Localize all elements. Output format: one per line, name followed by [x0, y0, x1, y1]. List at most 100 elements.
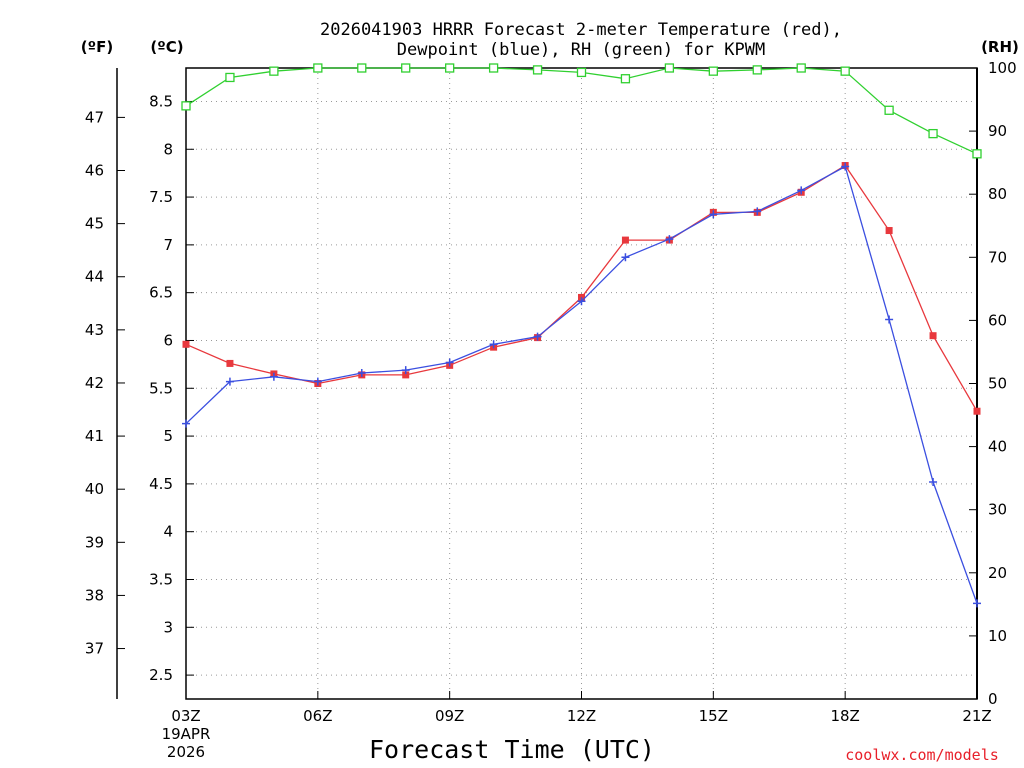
dewpoint-point — [753, 207, 762, 216]
fahrenheit-tick-label: 45 — [85, 215, 104, 233]
grid-lines — [186, 68, 977, 699]
dewpoint-point — [269, 372, 278, 381]
dewpoint-line — [185, 165, 978, 604]
rh-tick-label: 90 — [988, 122, 1007, 140]
fahrenheit-tick-label: 46 — [85, 162, 104, 180]
rh-unit-label: (RH) — [981, 38, 1019, 56]
rh-point — [532, 65, 543, 75]
dewpoint-point — [533, 332, 542, 341]
fahrenheit-tick-label: 44 — [85, 268, 104, 286]
temperature-point — [929, 332, 937, 340]
rh-point — [576, 67, 587, 78]
x-tick-label: 09Z — [435, 707, 464, 725]
x-tick-label: 06Z — [303, 707, 332, 725]
dewpoint-point — [577, 297, 586, 306]
dewpoint-point — [621, 253, 630, 262]
celsius-tick-label: 7.5 — [149, 188, 173, 206]
celsius-tick-label: 2.5 — [149, 666, 173, 684]
dewpoint-point — [665, 235, 674, 244]
rh-tick-label: 100 — [988, 59, 1017, 77]
fahrenheit-tick-label: 42 — [85, 374, 104, 392]
rh-point — [664, 63, 675, 73]
dewpoint-point — [885, 315, 894, 324]
rh-point — [752, 65, 762, 75]
rh-point — [445, 63, 455, 73]
x-axis-title: Forecast Time (UTC) — [369, 735, 655, 764]
rh-tick-label: 40 — [988, 438, 1007, 456]
rh-tick-label: 70 — [988, 248, 1007, 266]
fahrenheit-tick-label: 40 — [85, 480, 104, 498]
celsius-tick-label: 3.5 — [149, 570, 173, 588]
date-label-day: 19APR — [162, 725, 211, 743]
celsius-tick-label: 8.5 — [149, 92, 173, 110]
rh-point — [840, 66, 850, 76]
rh-point — [796, 63, 806, 73]
celsius-tick-label: 4 — [163, 523, 173, 541]
celsius-tick-label: 5 — [163, 427, 173, 445]
rh-point — [884, 105, 894, 115]
temperature-point — [621, 236, 629, 244]
dewpoint-point — [225, 377, 234, 386]
temperature-point — [885, 227, 893, 235]
celsius-unit-label: (ºC) — [150, 38, 183, 56]
rh-point — [181, 101, 191, 111]
temperature-point — [182, 340, 190, 348]
rh-point — [488, 63, 499, 73]
fahrenheit-tick-label: 47 — [85, 108, 104, 126]
dewpoint-point — [489, 340, 498, 349]
temperature-point — [402, 371, 410, 379]
fahrenheit-tick-label: 39 — [85, 533, 104, 551]
fahrenheit-tick-label: 37 — [85, 640, 104, 658]
rh-point — [928, 128, 938, 139]
celsius-tick-label: 3 — [163, 618, 173, 636]
rh-point — [620, 74, 631, 84]
rh-point — [357, 63, 367, 73]
fahrenheit-unit-label: (ºF) — [81, 38, 113, 56]
dewpoint-point — [401, 366, 410, 375]
x-tick-label: 15Z — [699, 707, 728, 725]
x-tick-label: 12Z — [567, 707, 596, 725]
rh-line — [185, 67, 978, 155]
fahrenheit-tick-label: 41 — [85, 427, 104, 445]
chart-title-line1: 2026041903 HRRR Forecast 2-meter Tempera… — [320, 20, 842, 40]
rh-point — [401, 63, 411, 73]
rh-tick-label: 10 — [988, 627, 1007, 645]
temperature-point — [226, 359, 234, 367]
rh-tick-label: 80 — [988, 185, 1007, 203]
date-label-year: 2026 — [167, 743, 205, 761]
celsius-tick-label: 4.5 — [149, 475, 173, 493]
rh-tick-label: 30 — [988, 501, 1007, 519]
celsius-tick-label: 5.5 — [149, 379, 173, 397]
x-tick-label: 18Z — [830, 707, 859, 725]
dewpoint-point — [973, 599, 981, 608]
chart-title-line2: Dewpoint (blue), RH (green) for KPWM — [397, 40, 765, 60]
dewpoint-point — [445, 358, 454, 367]
fahrenheit-tick-label: 38 — [85, 586, 104, 604]
celsius-tick-label: 7 — [163, 236, 173, 254]
rh-point — [225, 72, 235, 83]
rh-tick-label: 0 — [988, 690, 998, 708]
dewpoint-point — [797, 186, 806, 195]
celsius-tick-label: 8 — [163, 140, 173, 158]
rh-point — [313, 63, 323, 73]
dewpoint-point — [357, 368, 366, 377]
rh-tick-label: 50 — [988, 375, 1007, 393]
rh-point — [269, 66, 279, 76]
x-tick-label: 21Z — [962, 707, 991, 725]
celsius-tick-label: 6.5 — [149, 284, 173, 302]
x-tick-label: 03Z — [171, 707, 200, 725]
dewpoint-point — [929, 477, 938, 486]
rh-point — [972, 149, 982, 159]
rh-tick-label: 20 — [988, 564, 1007, 582]
axis-ticks: 03Z 06Z 09Z 12Z 15Z 18Z 21Z 2.5 3 3.5 4 4.5 5 5.5 6 6.5… — [85, 59, 1017, 725]
dewpoint-point — [182, 419, 190, 428]
temperature-point — [973, 407, 981, 415]
rh-point — [708, 66, 718, 76]
data-series — [181, 63, 982, 608]
dewpoint-point — [709, 210, 718, 219]
celsius-tick-label: 6 — [163, 331, 173, 349]
credit-text: coolwx.com/models — [845, 746, 999, 764]
fahrenheit-tick-label: 43 — [85, 321, 104, 339]
rh-tick-label: 60 — [988, 311, 1007, 329]
